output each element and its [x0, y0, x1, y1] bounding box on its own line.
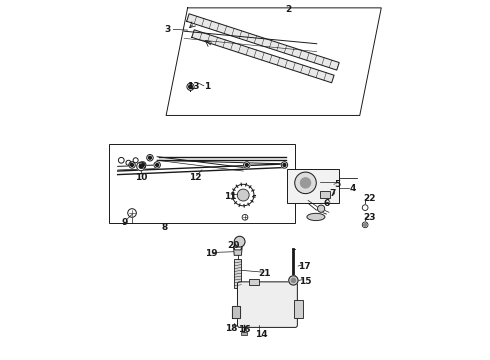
Circle shape — [128, 209, 136, 217]
Circle shape — [126, 160, 131, 165]
Circle shape — [119, 157, 124, 163]
Polygon shape — [166, 8, 381, 116]
Circle shape — [232, 184, 254, 206]
Circle shape — [137, 162, 146, 171]
Circle shape — [291, 278, 295, 283]
Ellipse shape — [307, 213, 325, 221]
Polygon shape — [192, 30, 334, 83]
Text: 3: 3 — [165, 25, 171, 34]
FancyBboxPatch shape — [238, 282, 297, 327]
Polygon shape — [234, 246, 242, 255]
Circle shape — [362, 222, 368, 228]
Text: 6: 6 — [323, 199, 330, 208]
Circle shape — [245, 163, 248, 166]
Circle shape — [237, 189, 249, 201]
Text: 8: 8 — [161, 223, 168, 232]
Bar — [242, 332, 247, 335]
Circle shape — [148, 156, 151, 159]
Circle shape — [244, 162, 250, 168]
Text: 21: 21 — [258, 269, 271, 278]
Text: 9: 9 — [122, 218, 128, 227]
Circle shape — [131, 163, 133, 166]
Circle shape — [283, 163, 286, 166]
Circle shape — [147, 154, 153, 161]
Circle shape — [189, 85, 192, 89]
Bar — [248, 279, 259, 285]
Bar — [109, 144, 295, 223]
Text: 16: 16 — [238, 325, 250, 334]
Text: 4: 4 — [349, 184, 356, 193]
Circle shape — [133, 158, 138, 163]
Text: 10: 10 — [135, 173, 147, 182]
Text: 11: 11 — [224, 192, 237, 201]
Bar — [319, 192, 330, 198]
Circle shape — [362, 205, 368, 211]
Circle shape — [139, 165, 143, 168]
Circle shape — [318, 205, 325, 212]
Circle shape — [234, 236, 245, 247]
Circle shape — [300, 178, 311, 188]
Bar — [234, 259, 242, 288]
Text: 15: 15 — [299, 276, 312, 285]
Circle shape — [156, 163, 159, 166]
Text: 14: 14 — [255, 330, 268, 339]
Circle shape — [364, 224, 367, 226]
Circle shape — [281, 162, 288, 168]
Bar — [294, 300, 303, 318]
Text: 12: 12 — [189, 173, 201, 182]
Text: 1: 1 — [204, 82, 211, 91]
Circle shape — [295, 172, 316, 194]
Circle shape — [140, 162, 146, 168]
Text: 7: 7 — [330, 189, 336, 198]
Text: 22: 22 — [364, 194, 376, 203]
Circle shape — [129, 162, 135, 168]
Polygon shape — [187, 14, 339, 70]
Circle shape — [289, 276, 298, 285]
Text: 23: 23 — [364, 213, 376, 222]
Text: 2: 2 — [285, 5, 291, 14]
Text: 19: 19 — [205, 249, 217, 258]
Text: 17: 17 — [298, 262, 311, 271]
Text: 20: 20 — [227, 241, 240, 250]
Circle shape — [141, 163, 144, 166]
Polygon shape — [232, 306, 240, 318]
Text: 5: 5 — [334, 180, 341, 189]
Text: 18: 18 — [225, 324, 238, 333]
Circle shape — [154, 162, 160, 168]
Bar — [287, 169, 339, 203]
Circle shape — [242, 215, 248, 220]
Text: 13: 13 — [187, 82, 199, 91]
